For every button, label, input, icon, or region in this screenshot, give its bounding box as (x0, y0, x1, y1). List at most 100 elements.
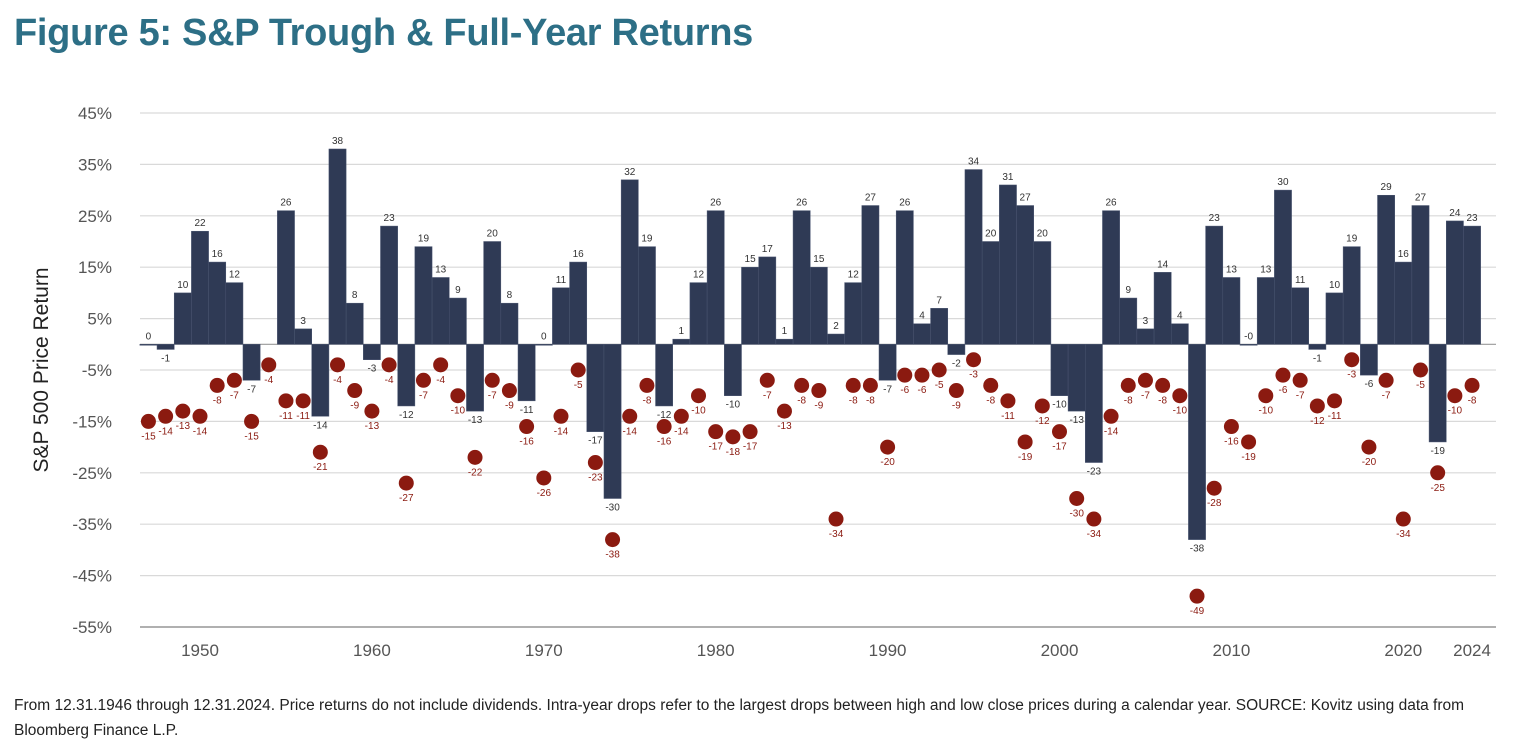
drop-value-label: -7 (763, 390, 772, 401)
drop-dot (467, 449, 483, 465)
bar-value-label: 10 (177, 280, 189, 291)
drop-dot (450, 388, 466, 404)
bar-value-label: 0 (541, 331, 547, 342)
bar-value-label: 32 (624, 167, 636, 178)
bar-value-label: 20 (487, 229, 499, 240)
bar-value-label: 27 (1020, 193, 1032, 204)
bar-value-label: 3 (1143, 316, 1149, 327)
drop-dot (192, 408, 208, 424)
drop-dot (1000, 393, 1016, 409)
drop-value-label: -8 (1124, 395, 1133, 406)
drop-dot (966, 352, 982, 368)
bar-value-label: 12 (229, 270, 241, 281)
return-bar (964, 169, 983, 345)
drop-dot (381, 357, 397, 373)
drop-dot (1086, 511, 1102, 527)
drop-dot (983, 377, 999, 393)
bar-value-label: -13 (468, 415, 483, 426)
bar-value-label: -13 (1069, 415, 1084, 426)
return-bar (569, 261, 588, 345)
return-bar (191, 230, 209, 345)
bar-value-label: 24 (1449, 208, 1461, 219)
drop-dot (226, 372, 242, 388)
drop-dot (312, 444, 328, 460)
drop-value-label: -12 (1310, 416, 1325, 427)
x-tick-label: 2020 (1384, 641, 1422, 660)
bar-value-label: 0 (146, 331, 152, 342)
bar-value-label: 26 (1106, 198, 1118, 209)
bar-value-label: 23 (1209, 213, 1221, 224)
drop-value-label: -21 (313, 462, 328, 473)
gridlines (140, 112, 1496, 628)
bar-value-label: 12 (693, 270, 705, 281)
drop-dot (1034, 398, 1050, 414)
x-tick-label: 1960 (353, 641, 391, 660)
drop-dot (433, 357, 449, 373)
return-bar (655, 344, 673, 407)
drop-value-label: -7 (230, 390, 239, 401)
drop-dot (1292, 372, 1308, 388)
drop-dot (845, 377, 861, 393)
bar-value-label: 34 (968, 157, 980, 168)
drop-dot (725, 429, 741, 445)
chart-title: Figure 5: S&P Trough & Full-Year Returns (14, 12, 753, 54)
drop-dot (1309, 398, 1325, 414)
bar-value-label: 8 (352, 290, 358, 301)
x-axis-ticks: 1950 1960 1970 1980 1990 2000 2010 2020 2024 (181, 641, 1491, 660)
bar-value-label: -10 (726, 400, 741, 411)
drop-value-label: -16 (657, 437, 672, 448)
source-caption: From 12.31.1946 through 12.31.2024. Pric… (14, 697, 1465, 739)
return-bar (1463, 225, 1481, 345)
return-bar (620, 179, 639, 345)
bar-value-label: 22 (194, 218, 206, 229)
drop-value-label: -10 (1448, 406, 1463, 417)
drop-value-label: -8 (986, 395, 995, 406)
drop-dot (622, 408, 638, 424)
y-tick-label: -5% (82, 361, 112, 380)
drop-dot (553, 408, 569, 424)
bar-value-label: 31 (1002, 172, 1014, 183)
return-bar (1102, 210, 1120, 345)
return-bar (1256, 277, 1275, 345)
return-bar (1360, 344, 1378, 376)
drop-dot (1412, 362, 1428, 378)
drop-value-label: -16 (1224, 437, 1239, 448)
x-tick-label: 1950 (181, 641, 219, 660)
y-tick-label: -35% (72, 515, 112, 534)
return-bar (1085, 344, 1103, 463)
bar-value-label: 20 (1037, 229, 1049, 240)
return-bar (345, 302, 364, 345)
drop-value-label: -13 (365, 421, 380, 432)
bar-value-label: -10 (1052, 400, 1067, 411)
drop-value-label: -6 (1279, 385, 1288, 396)
bar-value-label: 15 (813, 254, 825, 265)
drop-value-label: -14 (193, 426, 208, 437)
x-tick-label: 2024 (1453, 641, 1491, 660)
bar-value-label: -12 (657, 410, 672, 421)
drop-value-label: -19 (1241, 452, 1256, 463)
drop-value-label: -23 (588, 473, 603, 484)
return-bar (809, 266, 828, 345)
bar-value-label: 15 (745, 254, 757, 265)
drop-dot (828, 511, 844, 527)
drop-value-label: -14 (1104, 426, 1119, 437)
drop-value-label: -12 (1035, 416, 1050, 427)
return-bar (1033, 241, 1052, 345)
drop-dot (278, 393, 294, 409)
drop-dot (1172, 388, 1188, 404)
drop-value-label: -8 (1468, 395, 1477, 406)
return-bar (397, 344, 416, 407)
drop-value-label: -9 (505, 401, 514, 412)
drop-value-label: -5 (935, 380, 944, 391)
drop-value-label: -6 (918, 385, 927, 396)
drop-dot (880, 439, 896, 455)
bar-value-label: -2 (952, 359, 961, 370)
drop-value-label: -15 (141, 431, 156, 442)
drop-value-label: -34 (829, 529, 844, 540)
drop-value-label: -4 (333, 375, 342, 386)
x-tick-label: 1990 (869, 641, 907, 660)
drop-dot (415, 372, 431, 388)
y-tick-label: 45% (78, 104, 112, 123)
y-axis-ticks: 45% 35% 25% 15% 5% -5% -15% -25% -35% -45% -55% (72, 104, 112, 637)
return-bar (981, 241, 1000, 345)
